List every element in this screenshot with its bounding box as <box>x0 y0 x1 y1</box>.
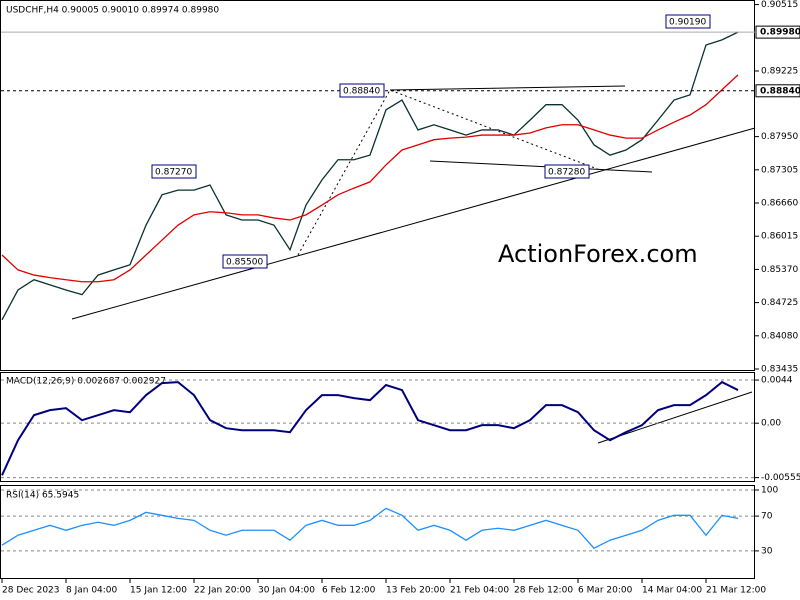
annotation: 0.88840 <box>343 87 380 97</box>
y-tick-label: 0.86015 <box>761 232 798 242</box>
series-line <box>1 31 739 321</box>
x-tick-label: 14 Mar 04:00 <box>642 586 702 596</box>
channel-line <box>389 85 626 91</box>
price-panel <box>0 0 755 371</box>
series-line <box>1 380 739 476</box>
x-tick-label: 28 Dec 2023 <box>2 586 60 596</box>
annotation-box <box>544 164 590 179</box>
x-tick-label: 28 Feb 12:00 <box>514 586 573 596</box>
series-line <box>1 507 739 550</box>
y-tick-label: 30 <box>761 546 773 556</box>
price-tag <box>755 84 800 98</box>
watermark: ActionForex.com <box>498 240 698 268</box>
macd-title: MACD(12,26,9) 0.002687 0.002927 <box>6 377 166 387</box>
x-tick-label: 8 Jan 04:00 <box>66 586 118 596</box>
y-tick-label: 0.84080 <box>761 331 798 341</box>
annotation-box <box>222 254 268 269</box>
macd-trend-line <box>597 391 753 444</box>
annotation: 0.90190 <box>669 18 706 28</box>
macd-panel <box>0 372 755 482</box>
y-tick-label: 0.83435 <box>761 365 798 375</box>
trend-line <box>71 127 756 320</box>
y-tick-label: 0.0044 <box>761 376 793 386</box>
price-tag <box>755 25 800 39</box>
y-tick-label: 0.85370 <box>761 265 798 275</box>
x-tick-label: 22 Jan 20:00 <box>194 586 251 596</box>
y-tick-label: 0.89225 <box>761 66 798 76</box>
annotation: 0.85500 <box>226 258 263 268</box>
chart-title: USDCHF,H4 0.90005 0.90010 0.89974 0.8998… <box>6 6 219 16</box>
x-tick-label: 21 Feb 04:00 <box>450 586 509 596</box>
y-tick-label: 0.86660 <box>761 199 798 209</box>
price-tag-label: 0.89980 <box>760 28 800 38</box>
channel-line <box>429 160 653 173</box>
series-line <box>1 74 739 283</box>
y-tick-label: 0.87950 <box>761 132 798 142</box>
y-tick-label: 0.87305 <box>761 165 798 175</box>
annotation-box <box>665 14 711 29</box>
y-tick-label: -0.005554 <box>761 473 800 483</box>
y-tick-label: 0.90515 <box>761 0 798 10</box>
y-tick-label: 0.00 <box>761 419 781 429</box>
x-tick-label: 30 Jan 04:00 <box>258 586 315 596</box>
rsi-title: RSI(14) 65.5945 <box>6 491 79 501</box>
rsi-panel <box>0 485 755 579</box>
x-tick-label: 6 Mar 20:00 <box>578 586 633 596</box>
x-tick-label: 6 Feb 12:00 <box>322 586 376 596</box>
x-tick-label: 13 Feb 20:00 <box>386 586 445 596</box>
annotation: 0.87270 <box>155 168 192 178</box>
annotation-box <box>151 164 197 179</box>
x-tick-label: 21 Mar 12:00 <box>706 586 766 596</box>
annotation-box <box>339 83 385 98</box>
x-tick-label: 15 Jan 12:00 <box>130 586 187 596</box>
annotation: 0.87280 <box>548 168 585 178</box>
price-tag-label: 0.88840 <box>760 86 800 96</box>
y-tick-label: 100 <box>761 486 778 496</box>
y-tick-label: 0.84725 <box>761 298 798 308</box>
y-tick-label: 70 <box>761 512 773 522</box>
